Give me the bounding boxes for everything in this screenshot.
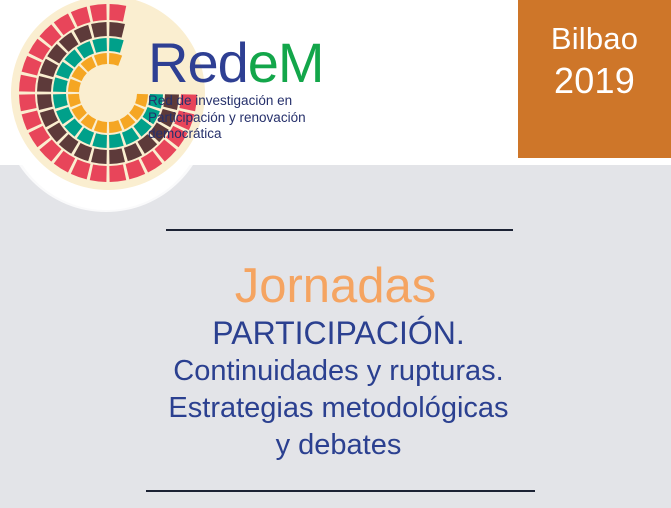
brand-word-e: e xyxy=(247,31,279,94)
brand-subtitle-line-1: Red de investigación en xyxy=(148,93,293,108)
brand-subtitle: Red de investigación en Participación y … xyxy=(148,93,498,143)
brand-wordmark: RedeM xyxy=(148,34,498,92)
event-title-line-2: Continuidades y rupturas. xyxy=(173,355,504,387)
brand-subtitle-line-3: democrática xyxy=(148,126,222,141)
event-title-line-4: y debates xyxy=(275,429,402,461)
divider-top xyxy=(166,229,513,231)
date-badge-city: Bilbao xyxy=(550,21,639,56)
title-block: Jornadas PARTICIPACIÓN. Continuidades y … xyxy=(0,258,671,464)
brand-word-m: M xyxy=(277,31,325,94)
divider-bottom xyxy=(146,490,535,492)
event-title-subject: PARTICIPACIÓN. xyxy=(212,315,465,351)
event-title-main: Jornadas xyxy=(234,259,437,313)
brand-subtitle-line-2: Participación y renovación xyxy=(148,109,306,125)
brand-lockup: RedeM Red de investigación en Participac… xyxy=(148,34,498,143)
redem-circular-logo-icon xyxy=(19,4,197,182)
redem-logo xyxy=(11,0,205,190)
date-badge-year: 2019 xyxy=(554,60,635,101)
brand-word-red: Red xyxy=(148,31,249,94)
date-badge: Bilbao 2019 xyxy=(518,0,671,158)
event-title-line-3: Estrategias metodológicas xyxy=(168,392,509,424)
